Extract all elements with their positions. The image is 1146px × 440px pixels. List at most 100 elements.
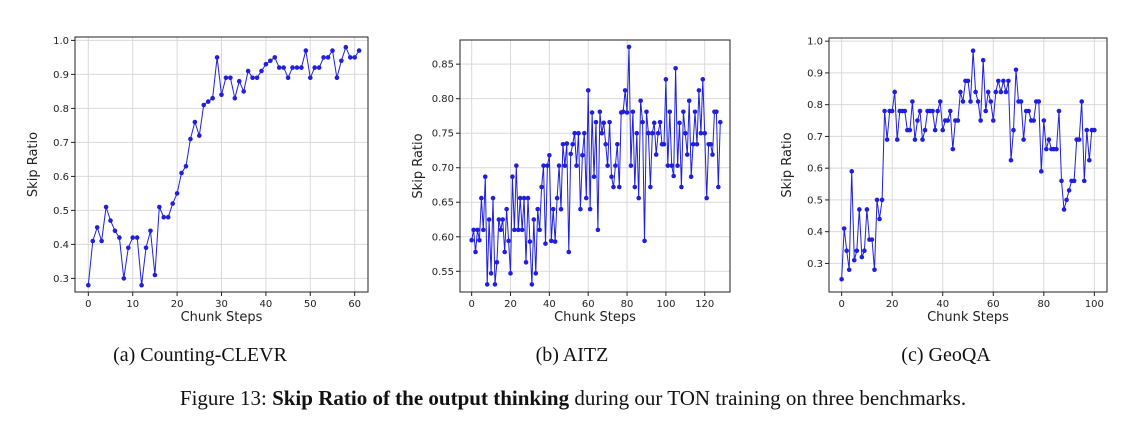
data-point	[973, 89, 978, 95]
data-point	[339, 58, 344, 64]
data-point	[683, 130, 688, 136]
data-point	[1071, 178, 1077, 184]
data-point	[968, 99, 973, 104]
x-tick-label: 30	[215, 299, 228, 310]
data-point	[1054, 146, 1059, 152]
data-point	[681, 109, 686, 115]
data-point	[985, 89, 991, 95]
data-point	[1079, 99, 1085, 104]
data-point	[1044, 146, 1049, 152]
y-tick-label: 0.7	[807, 132, 823, 143]
data-point	[980, 57, 986, 63]
data-point	[950, 146, 956, 152]
data-point	[879, 197, 885, 203]
data-point	[272, 55, 278, 60]
data-point	[937, 99, 943, 104]
data-point	[539, 184, 544, 190]
data-point	[646, 130, 651, 136]
data-point	[334, 75, 340, 81]
data-point	[179, 170, 184, 176]
data-point	[655, 130, 661, 136]
data-point	[613, 163, 618, 168]
data-point	[622, 88, 628, 93]
data-point	[492, 282, 498, 287]
data-point	[591, 174, 597, 180]
data-point	[321, 55, 326, 60]
data-point	[552, 239, 558, 244]
data-point	[960, 99, 966, 104]
data-point	[593, 119, 599, 125]
chart-panel-a: 0.3 0.4 0.5 0.6 0.7 0.8 0.9 1.0 0 10 20 30 40 50 60 Chu…	[20, 0, 380, 340]
data-point	[582, 130, 587, 136]
data-point	[1003, 89, 1009, 95]
data-point	[910, 99, 915, 104]
x-tick-label: 0	[838, 299, 844, 310]
figure-caption-suffix: during our TON training on three benchma…	[569, 386, 967, 410]
data-point	[661, 141, 667, 147]
data-point	[874, 197, 880, 203]
data-point	[268, 58, 273, 64]
data-point	[486, 217, 492, 222]
series-line	[841, 50, 1095, 280]
data-point	[636, 195, 642, 201]
data-point	[634, 130, 640, 136]
data-point	[560, 141, 566, 147]
data-point	[710, 152, 715, 157]
data-point	[352, 55, 357, 60]
data-point	[263, 61, 269, 67]
data-point	[651, 120, 657, 126]
data-point	[236, 78, 242, 84]
data-point	[517, 195, 523, 201]
data-point	[574, 163, 579, 168]
data-point	[303, 48, 309, 53]
data-point	[1026, 108, 1031, 114]
data-point	[1066, 188, 1072, 193]
x-tick-label: 40	[936, 299, 949, 310]
x-tick-label: 60	[348, 299, 361, 310]
data-point	[862, 248, 867, 254]
data-point	[605, 163, 610, 168]
data-point	[675, 163, 680, 168]
data-point	[531, 217, 537, 222]
data-point	[965, 78, 971, 84]
data-point	[616, 184, 622, 190]
data-point	[935, 108, 940, 114]
y-tick-label: 1.0	[53, 36, 69, 47]
data-point	[692, 109, 698, 115]
data-point	[1013, 67, 1019, 73]
y-tick-label: 0.85	[432, 60, 454, 71]
data-point	[673, 66, 678, 71]
data-point	[932, 127, 938, 133]
data-point	[1056, 108, 1062, 114]
figure-caption: Figure 13: Skip Ratio of the output thin…	[0, 386, 1146, 411]
data-point	[165, 214, 171, 220]
data-point	[161, 214, 167, 220]
data-point	[996, 78, 1001, 84]
data-point	[550, 206, 556, 212]
data-point	[564, 141, 570, 146]
data-point	[535, 206, 540, 212]
data-point	[978, 118, 983, 123]
data-point	[679, 184, 684, 190]
data-point	[630, 109, 636, 115]
data-point	[892, 89, 898, 95]
x-tick-label: 0	[468, 299, 474, 310]
data-point	[930, 108, 935, 114]
data-point	[846, 267, 852, 273]
data-point	[556, 163, 562, 168]
data-point	[640, 119, 645, 125]
data-point	[1036, 99, 1042, 104]
data-point	[477, 237, 482, 243]
data-point	[117, 235, 122, 240]
data-point	[1092, 127, 1097, 133]
data-point	[669, 163, 675, 168]
data-point	[245, 68, 251, 74]
data-point	[572, 130, 577, 136]
data-point	[882, 108, 887, 114]
y-tick-label: 0.60	[432, 232, 454, 243]
data-point	[1087, 157, 1092, 163]
figure-caption-bold: Skip Ratio of the output thinking	[272, 386, 570, 410]
data-point	[548, 238, 554, 244]
data-point	[644, 109, 649, 115]
data-point	[1011, 127, 1016, 133]
